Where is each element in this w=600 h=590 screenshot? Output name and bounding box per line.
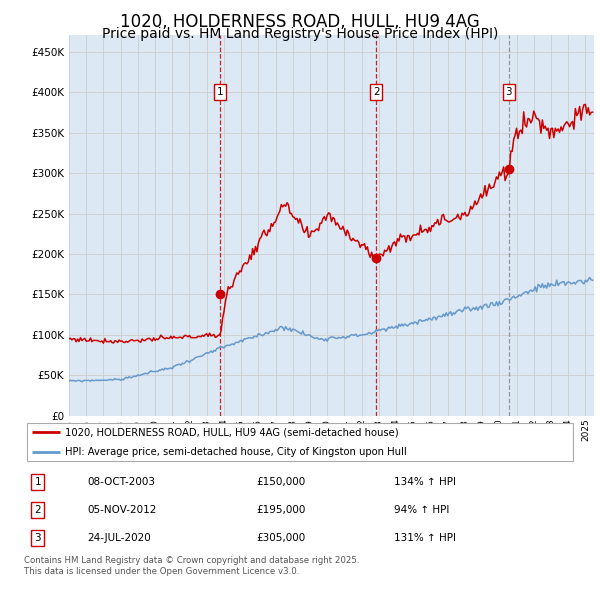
Text: HPI: Average price, semi-detached house, City of Kingston upon Hull: HPI: Average price, semi-detached house,… bbox=[65, 447, 407, 457]
Text: 3: 3 bbox=[506, 87, 512, 97]
Text: 3: 3 bbox=[34, 533, 41, 543]
Text: 1020, HOLDERNESS ROAD, HULL, HU9 4AG (semi-detached house): 1020, HOLDERNESS ROAD, HULL, HU9 4AG (se… bbox=[65, 427, 399, 437]
Text: 134% ↑ HPI: 134% ↑ HPI bbox=[394, 477, 456, 487]
FancyBboxPatch shape bbox=[27, 423, 573, 461]
Text: 05-NOV-2012: 05-NOV-2012 bbox=[88, 505, 157, 514]
Text: £150,000: £150,000 bbox=[256, 477, 305, 487]
Text: 24-JUL-2020: 24-JUL-2020 bbox=[88, 533, 151, 543]
Text: 1: 1 bbox=[217, 87, 223, 97]
Text: 2: 2 bbox=[373, 87, 379, 97]
Text: 94% ↑ HPI: 94% ↑ HPI bbox=[394, 505, 449, 514]
Text: Contains HM Land Registry data © Crown copyright and database right 2025.
This d: Contains HM Land Registry data © Crown c… bbox=[24, 556, 359, 576]
Text: Price paid vs. HM Land Registry's House Price Index (HPI): Price paid vs. HM Land Registry's House … bbox=[102, 27, 498, 41]
Text: 2: 2 bbox=[34, 505, 41, 514]
Text: £195,000: £195,000 bbox=[256, 505, 305, 514]
Text: £305,000: £305,000 bbox=[256, 533, 305, 543]
Text: 08-OCT-2003: 08-OCT-2003 bbox=[88, 477, 155, 487]
Text: 1020, HOLDERNESS ROAD, HULL, HU9 4AG: 1020, HOLDERNESS ROAD, HULL, HU9 4AG bbox=[120, 13, 480, 31]
Text: 131% ↑ HPI: 131% ↑ HPI bbox=[394, 533, 456, 543]
Text: 1: 1 bbox=[34, 477, 41, 487]
